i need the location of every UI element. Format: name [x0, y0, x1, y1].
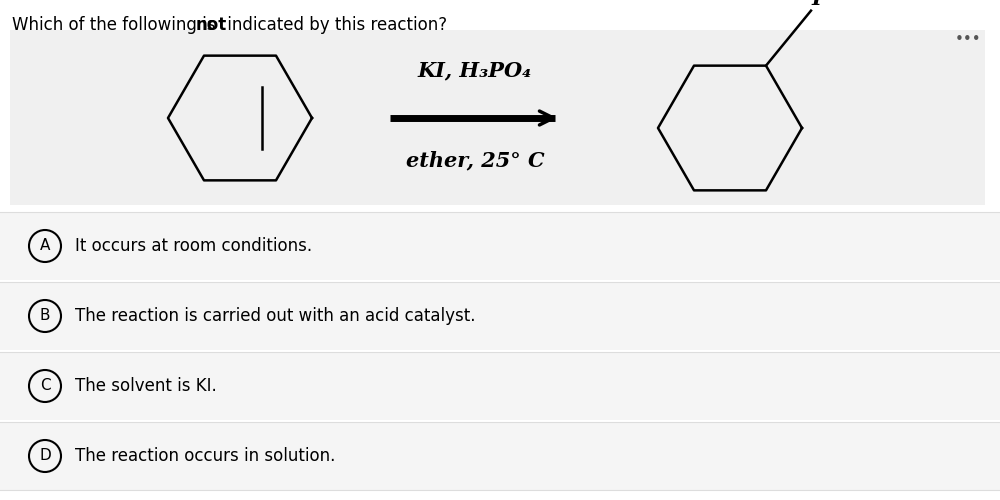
Text: The reaction is carried out with an acid catalyst.: The reaction is carried out with an acid…	[75, 307, 476, 325]
Text: D: D	[39, 448, 51, 464]
Text: ether, 25° C: ether, 25° C	[406, 150, 544, 170]
Text: I: I	[811, 0, 821, 8]
Text: The solvent is KI.: The solvent is KI.	[75, 377, 217, 395]
Text: C: C	[40, 378, 50, 394]
Text: •••: •••	[955, 32, 981, 47]
Text: B: B	[40, 308, 50, 324]
Bar	[0, 282, 1000, 350]
Text: It occurs at room conditions.: It occurs at room conditions.	[75, 237, 312, 255]
Bar	[0, 422, 1000, 490]
Text: The reaction occurs in solution.: The reaction occurs in solution.	[75, 447, 335, 465]
Text: Which of the following is: Which of the following is	[12, 16, 221, 34]
Text: KI, H₃PO₄: KI, H₃PO₄	[418, 60, 532, 80]
Text: A: A	[40, 238, 50, 254]
Bar	[0, 352, 1000, 420]
Text: indicated by this reaction?: indicated by this reaction?	[222, 16, 447, 34]
Text: not: not	[196, 16, 227, 34]
Bar	[10, 30, 985, 205]
Bar	[0, 212, 1000, 280]
